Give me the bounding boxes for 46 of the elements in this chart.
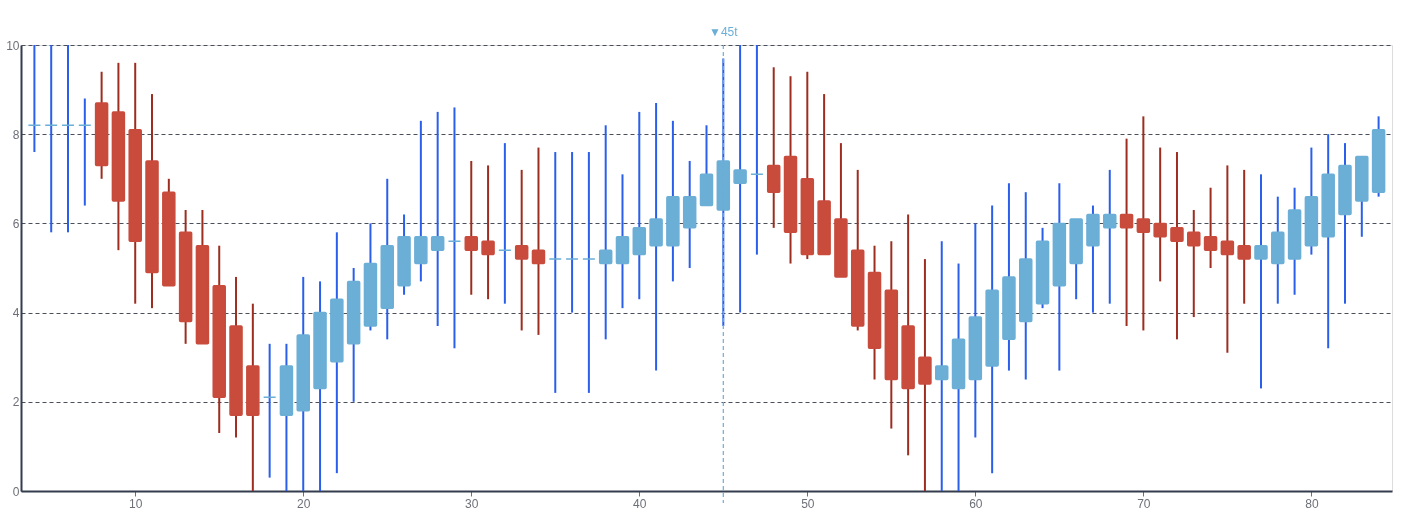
y-tick-label: 6 <box>12 216 20 231</box>
candlestick <box>44 44 58 234</box>
candlestick <box>582 151 596 394</box>
candlestick <box>1254 173 1268 390</box>
candlestick <box>1170 151 1184 341</box>
x-tick-label: 60 <box>969 496 983 511</box>
candlestick <box>61 44 75 234</box>
candlestick <box>531 146 546 336</box>
candlestick <box>934 240 949 492</box>
candlestick <box>1187 209 1201 319</box>
x-tick-label: 10 <box>129 496 143 511</box>
y-tick-label: 8 <box>12 127 20 142</box>
candlestick <box>598 124 613 341</box>
x-tick-label: 40 <box>633 496 647 511</box>
candlestick <box>649 101 663 372</box>
ref-line-label: ▼45t <box>709 25 739 39</box>
candlestick <box>1119 137 1134 327</box>
candlestick <box>733 44 747 314</box>
candlestick <box>548 151 563 394</box>
candlestick <box>750 44 764 256</box>
candlestick <box>1237 168 1251 305</box>
x-tick-label: 80 <box>1305 496 1319 511</box>
candlestick <box>262 342 277 479</box>
x-tick-label: 30 <box>465 496 479 511</box>
y-tick-label: 2 <box>12 395 20 410</box>
candlestick <box>481 164 495 301</box>
candlestick <box>464 159 479 296</box>
x-tick-label: 50 <box>801 496 815 511</box>
candlestick <box>78 97 92 207</box>
candlestick <box>1103 168 1117 305</box>
candlestick <box>498 142 512 305</box>
candlestick <box>1136 115 1151 332</box>
candlestick <box>918 258 932 492</box>
x-tick-label: 70 <box>1137 496 1151 511</box>
y-tick-label: 4 <box>12 306 20 321</box>
y-tick-label: 10 <box>6 38 20 53</box>
candlestick <box>514 168 529 332</box>
candlestick <box>430 110 445 327</box>
candlestick <box>565 151 579 314</box>
candlestick <box>1220 164 1235 354</box>
candlestick <box>447 106 462 350</box>
candlestick <box>1203 186 1218 269</box>
candlestick <box>1153 146 1167 283</box>
y-tick-label: 0 <box>12 484 20 499</box>
candlestick <box>27 44 42 154</box>
x-tick-label: 20 <box>297 496 311 511</box>
